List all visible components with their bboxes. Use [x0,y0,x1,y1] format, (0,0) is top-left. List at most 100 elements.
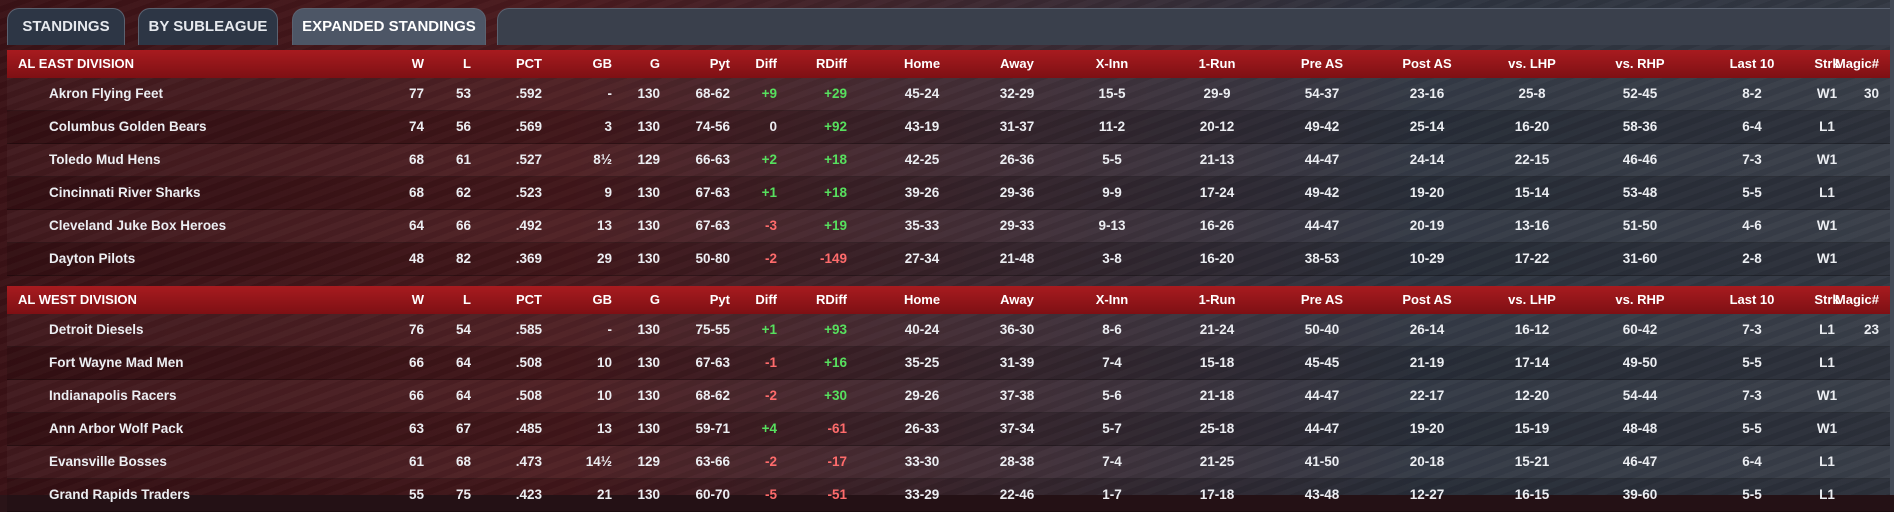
column-header-vslhp[interactable]: vs. LHP [1508,292,1556,307]
cell-preas: 49-42 [1304,119,1340,134]
column-header-gb[interactable]: GB [592,292,613,307]
cell-pyt: 68-62 [695,388,730,403]
team-name[interactable]: Indianapolis Racers [49,388,177,403]
cell-rdiff: +93 [824,322,847,337]
cell-gb: 14½ [585,454,612,469]
cell-magic: 23 [1863,322,1879,337]
table-row[interactable]: Cleveland Juke Box Heroes 64 66 .492 13 130 67… [7,210,1894,243]
cell-rdiff: -51 [827,487,847,502]
column-header-away[interactable]: Away [1000,292,1034,307]
cell-preas: 43-48 [1304,487,1340,502]
column-header-vslhp[interactable]: vs. LHP [1508,56,1556,71]
cell-gb: 3 [604,119,612,134]
tab-by-subleague[interactable]: BY SUBLEAGUE [138,8,278,45]
column-header-xinn[interactable]: X-Inn [1095,56,1129,71]
team-name[interactable]: Grand Rapids Traders [49,487,191,502]
cell-l: 75 [455,487,471,502]
column-header-vsrhp[interactable]: vs. RHP [1615,56,1665,71]
tab-bar-filler [497,8,1894,45]
table-row[interactable]: Akron Flying Feet 77 53 .592 - 130 68-62 +9 +29 4… [7,78,1894,111]
column-header-xinn[interactable]: X-Inn [1095,292,1129,307]
column-header-home[interactable]: Home [903,56,941,71]
table-row[interactable]: Cincinnati River Sharks 68 62 .523 9 130 67-63… [7,177,1894,210]
column-header-pct[interactable]: PCT [516,292,542,307]
team-name[interactable]: Cleveland Juke Box Heroes [49,218,227,233]
column-header-onerun[interactable]: 1-Run [1198,56,1236,71]
team-name[interactable]: Detroit Diesels [49,322,144,337]
cell-postas: 25-14 [1409,119,1445,134]
tab-standings[interactable]: STANDINGS [7,8,125,45]
team-name[interactable]: Ann Arbor Wolf Pack [49,421,184,436]
team-name[interactable]: Akron Flying Feet [49,86,164,101]
cell-pct: .527 [515,152,542,167]
cell-xinn: 3-8 [1102,251,1122,266]
cell-vslhp: 12-20 [1514,388,1550,403]
scrollbar[interactable] [1890,0,1894,495]
column-header-pct[interactable]: PCT [516,56,542,71]
team-name[interactable]: Columbus Golden Bears [49,119,207,134]
column-header-g[interactable]: G [649,56,660,71]
column-header-strk[interactable]: Strk [1814,292,1840,307]
table-row[interactable]: Fort Wayne Mad Men 66 64 .508 10 130 67-63 -1 +1… [7,347,1894,380]
column-header-preas[interactable]: Pre AS [1300,56,1344,71]
column-header-pyt[interactable]: Pyt [709,292,730,307]
team-name[interactable]: Dayton Pilots [49,251,136,266]
cell-g: 129 [637,454,660,469]
cell-rdiff: -17 [827,454,847,469]
cell-away: 29-33 [999,218,1035,233]
column-header-strk[interactable]: Strk [1814,56,1840,71]
cell-preas: 44-47 [1304,421,1340,436]
cell-w: 55 [408,487,424,502]
column-header-diff[interactable]: Diff [755,292,777,307]
column-header-away[interactable]: Away [1000,56,1034,71]
cell-rdiff: +18 [824,152,847,167]
table-row[interactable]: Ann Arbor Wolf Pack 63 67 .485 13 130 59-71 +4 -… [7,413,1894,446]
cell-g: 130 [637,487,660,502]
cell-pct: .423 [515,487,542,502]
team-name[interactable]: Evansville Bosses [49,454,167,469]
cell-gb: 13 [596,421,612,436]
column-header-last10[interactable]: Last 10 [1729,56,1775,71]
column-header-rdiff[interactable]: RDiff [815,56,847,71]
division-header: AL WEST DIVISION W L PCT GB G Pyt Diff RDiff Home… [7,286,1894,314]
team-name[interactable]: Fort Wayne Mad Men [49,355,184,370]
column-header-l[interactable]: L [463,56,471,71]
cell-w: 63 [408,421,424,436]
column-header-magic[interactable]: Magic# [1834,56,1879,71]
team-name[interactable]: Cincinnati River Sharks [49,185,201,200]
column-header-preas[interactable]: Pre AS [1300,292,1344,307]
column-header-gb[interactable]: GB [592,56,613,71]
column-header-home[interactable]: Home [903,292,941,307]
table-row[interactable]: Toledo Mud Hens 68 61 .527 8½ 129 66-63 +2 +18 42… [7,144,1894,177]
column-header-w[interactable]: W [411,292,424,307]
table-row[interactable]: Detroit Diesels 76 54 .585 - 130 75-55 +1 +93 40-… [7,314,1894,347]
column-header-postas[interactable]: Post AS [1402,292,1452,307]
cell-strk: L1 [1819,355,1835,370]
cell-rdiff: +92 [824,119,847,134]
cell-last10: 5-5 [1742,355,1762,370]
cell-postas: 20-18 [1409,454,1445,469]
table-row[interactable]: Evansville Bosses 61 68 .473 14½ 129 63-66 -2 -1… [7,446,1894,479]
table-row[interactable]: Indianapolis Racers 66 64 .508 10 130 68-62 -2 +… [7,380,1894,413]
column-header-postas[interactable]: Post AS [1402,56,1452,71]
column-header-last10[interactable]: Last 10 [1729,292,1775,307]
column-header-pyt[interactable]: Pyt [709,56,730,71]
column-header-g[interactable]: G [649,292,660,307]
cell-onerun: 29-9 [1203,86,1231,101]
column-header-diff[interactable]: Diff [755,56,777,71]
table-row[interactable]: Grand Rapids Traders 55 75 .423 21 130 60-70 -5… [7,479,1894,512]
tab-expanded-standings[interactable]: EXPANDED STANDINGS [292,8,486,45]
cell-l: 53 [455,86,471,101]
column-header-rdiff[interactable]: RDiff [815,292,847,307]
cell-l: 64 [455,355,471,370]
column-header-vsrhp[interactable]: vs. RHP [1615,292,1665,307]
column-header-l[interactable]: L [463,292,471,307]
table-row[interactable]: Columbus Golden Bears 74 56 .569 3 130 74-56 0 +… [7,111,1894,144]
column-header-w[interactable]: W [411,56,424,71]
cell-postas: 21-19 [1409,355,1445,370]
cell-postas: 12-27 [1409,487,1445,502]
team-name[interactable]: Toledo Mud Hens [49,152,161,167]
column-header-magic[interactable]: Magic# [1834,292,1879,307]
column-header-onerun[interactable]: 1-Run [1198,292,1236,307]
table-row[interactable]: Dayton Pilots 48 82 .369 29 130 50-80 -2 -149 27-… [7,243,1894,276]
